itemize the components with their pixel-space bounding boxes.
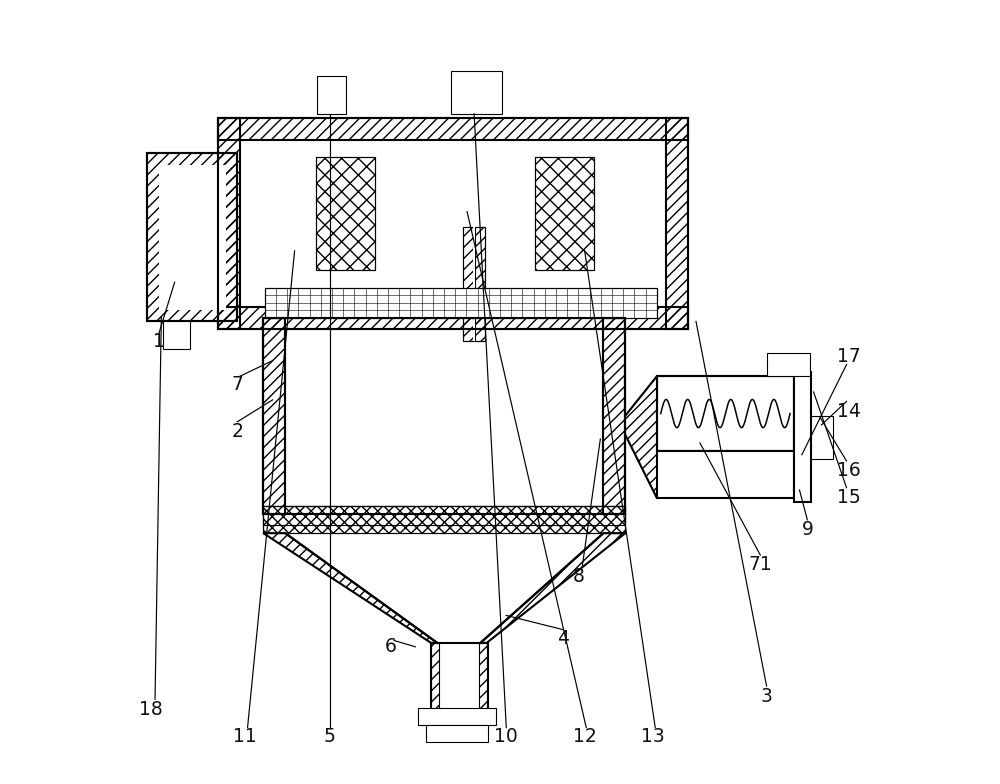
- Bar: [431, 643, 439, 725]
- Text: 3: 3: [761, 687, 772, 706]
- Bar: [285, 318, 603, 514]
- Bar: [317, 76, 346, 114]
- Bar: [265, 288, 657, 318]
- Text: 2: 2: [231, 422, 243, 441]
- Bar: [263, 506, 625, 533]
- Bar: [473, 227, 475, 341]
- Text: 6: 6: [384, 637, 396, 656]
- Text: 71: 71: [748, 555, 772, 574]
- Polygon shape: [285, 533, 603, 643]
- Bar: [218, 118, 688, 140]
- Bar: [463, 227, 485, 341]
- Bar: [657, 451, 794, 498]
- Bar: [159, 165, 226, 310]
- Bar: [657, 376, 794, 390]
- Bar: [603, 318, 625, 514]
- Bar: [263, 506, 625, 525]
- Bar: [263, 506, 625, 525]
- Bar: [657, 376, 794, 451]
- Bar: [535, 157, 594, 270]
- Bar: [265, 288, 657, 318]
- Text: 13: 13: [641, 728, 665, 746]
- Bar: [263, 318, 625, 514]
- Bar: [263, 318, 285, 514]
- Bar: [163, 321, 190, 349]
- Text: 14: 14: [837, 402, 861, 421]
- Bar: [475, 227, 485, 341]
- Bar: [603, 318, 625, 514]
- Bar: [218, 118, 240, 329]
- Text: 16: 16: [837, 461, 861, 480]
- Text: 9: 9: [801, 520, 813, 539]
- Bar: [451, 71, 502, 114]
- Bar: [218, 307, 688, 329]
- Text: 7: 7: [231, 375, 243, 394]
- Text: 1: 1: [153, 332, 165, 350]
- Text: 12: 12: [573, 728, 597, 746]
- Bar: [437, 643, 480, 725]
- Text: 11: 11: [233, 728, 257, 746]
- Bar: [218, 118, 688, 329]
- Bar: [463, 227, 473, 341]
- Bar: [657, 376, 794, 451]
- Bar: [767, 353, 810, 376]
- Text: 10: 10: [494, 728, 518, 746]
- Bar: [431, 643, 488, 725]
- Bar: [535, 157, 594, 270]
- Bar: [426, 725, 488, 742]
- Bar: [316, 157, 375, 270]
- Bar: [263, 318, 285, 514]
- Text: 4: 4: [557, 630, 569, 648]
- Bar: [811, 416, 833, 459]
- Bar: [147, 153, 237, 321]
- Bar: [316, 157, 375, 270]
- Bar: [666, 118, 688, 329]
- Bar: [263, 506, 625, 533]
- Text: 8: 8: [572, 567, 584, 586]
- Bar: [479, 643, 487, 725]
- Text: 17: 17: [837, 347, 861, 366]
- Bar: [657, 437, 794, 451]
- Text: 18: 18: [139, 700, 163, 719]
- Bar: [418, 708, 496, 725]
- Bar: [147, 153, 237, 321]
- Text: 15: 15: [837, 488, 861, 507]
- Bar: [240, 140, 666, 307]
- Text: 5: 5: [324, 728, 336, 746]
- Bar: [794, 372, 811, 502]
